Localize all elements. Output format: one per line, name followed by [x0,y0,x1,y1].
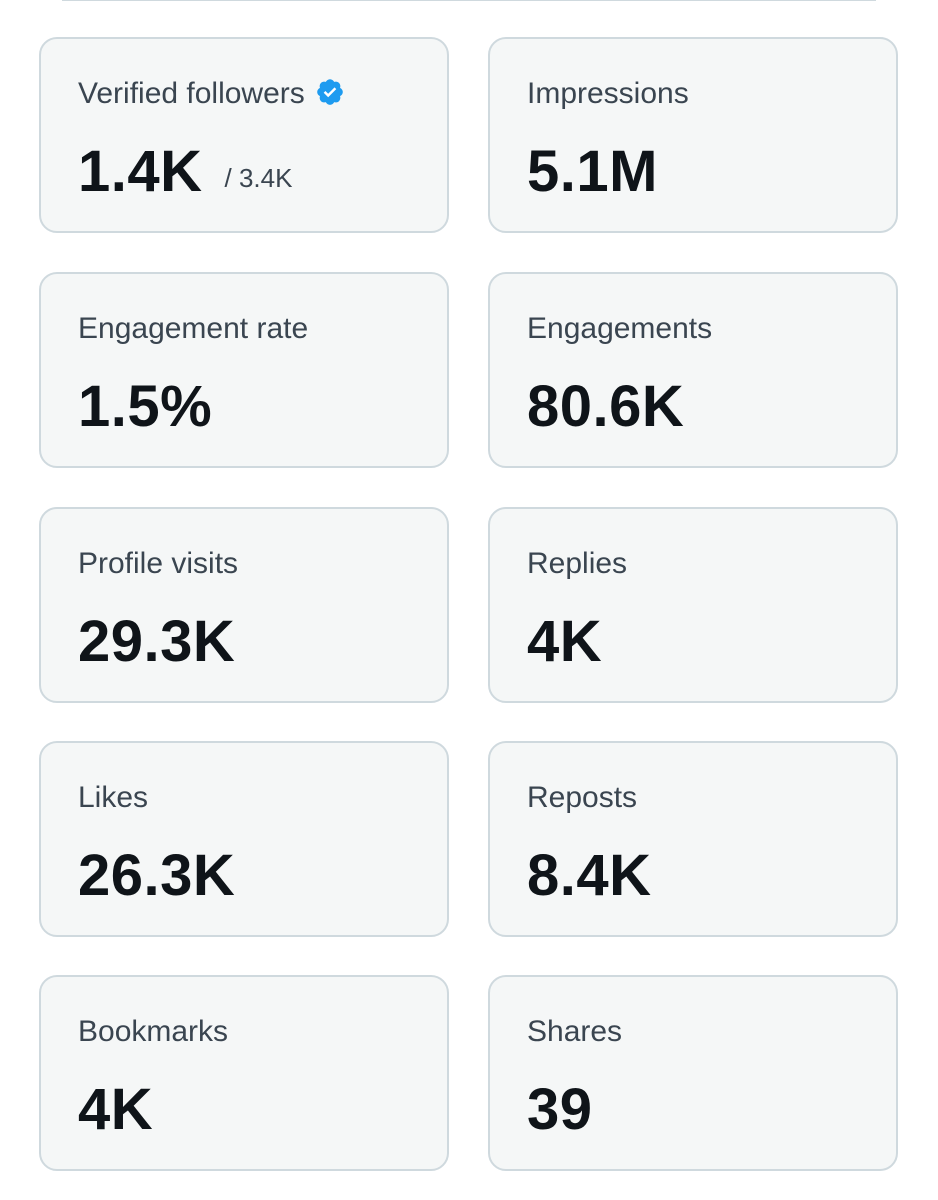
engagement-rate-value: 1.5% [78,374,213,439]
engagements-value: 80.6K [527,374,685,439]
profile-visits-card[interactable]: Profile visits 29.3K [39,507,449,703]
bookmarks-label: Bookmarks [78,1015,229,1048]
profile-visits-label: Profile visits [78,547,239,580]
verified-followers-value: 1.4K [78,139,203,204]
engagements-card[interactable]: Engagements 80.6K [488,272,898,468]
reposts-card[interactable]: Reposts 8.4K [488,741,898,937]
likes-label: Likes [78,781,149,814]
verified-badge-icon [316,79,343,105]
replies-label: Replies [527,547,628,580]
total-followers-value: / 3.4K [224,163,293,193]
engagement-rate-label: Engagement rate [78,312,309,345]
likes-value: 26.3K [78,843,236,908]
bookmarks-card[interactable]: Bookmarks 4K [39,975,449,1171]
shares-value: 39 [527,1077,593,1142]
engagements-label: Engagements [527,312,713,345]
previous-section-edge [62,0,876,1]
bookmarks-value: 4K [78,1077,154,1142]
engagement-rate-card[interactable]: Engagement rate 1.5% [39,272,449,468]
reposts-label: Reposts [527,781,638,814]
verified-followers-label-row: Verified followers [78,75,345,113]
shares-card[interactable]: Shares 39 [488,975,898,1171]
replies-card[interactable]: Replies 4K [488,507,898,703]
verified-followers-label: Verified followers [78,77,305,110]
reposts-value: 8.4K [527,843,652,908]
likes-card[interactable]: Likes 26.3K [39,741,449,937]
impressions-value: 5.1M [527,139,658,204]
verified-followers-card[interactable]: Verified followers 1.4K / 3.4K [39,37,449,233]
impressions-card[interactable]: Impressions 5.1M [488,37,898,233]
replies-value: 4K [527,609,603,674]
verified-followers-value-row: 1.4K / 3.4K [78,139,292,205]
impressions-label: Impressions [527,77,689,110]
shares-label: Shares [527,1015,623,1048]
profile-visits-value: 29.3K [78,609,236,674]
